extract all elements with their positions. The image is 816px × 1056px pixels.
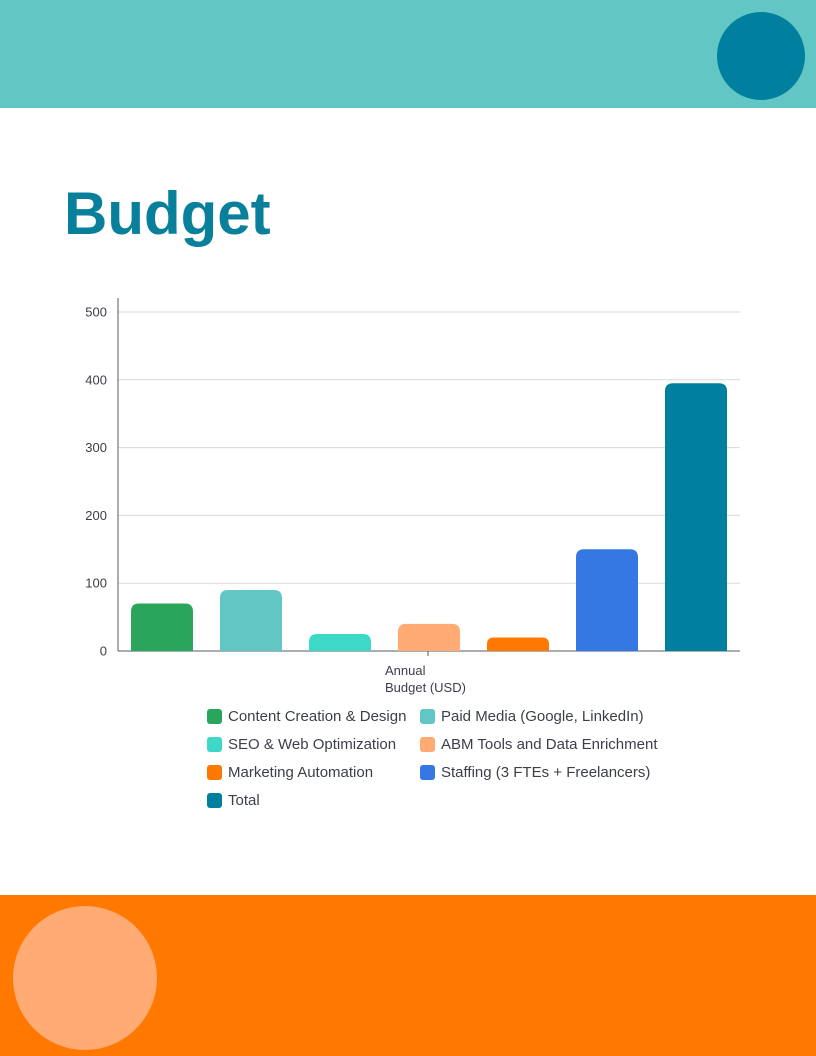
- legend-label: SEO & Web Optimization: [228, 736, 397, 753]
- bar-staffing-3-ftes-freelancers: [576, 549, 638, 651]
- legend-item: Content Creation & Design: [207, 708, 406, 725]
- legend-item: ABM Tools and Data Enrichment: [420, 736, 658, 753]
- legend-label: Content Creation & Design: [228, 708, 407, 725]
- bar-seo-web-optimization: [309, 634, 371, 651]
- bar-paid-media-google-linkedin: [220, 589, 282, 651]
- y-tick-label-100: 100: [85, 576, 107, 591]
- legend-swatch: [207, 765, 222, 780]
- bar-chart-svg: 0 100 200 300 400 500: [85, 298, 740, 659]
- legend-label: ABM Tools and Data Enrichment: [441, 736, 658, 753]
- decorative-circle-top: [717, 12, 805, 100]
- x-category-label-line-2: Budget (USD): [385, 680, 466, 695]
- bar-marketing-automation: [487, 637, 549, 651]
- legend-item: SEO & Web Optimization: [207, 736, 396, 753]
- legend-swatch: [420, 709, 435, 724]
- bar-total: [665, 383, 727, 651]
- legend-swatch: [420, 765, 435, 780]
- legend-label: Paid Media (Google, LinkedIn): [441, 708, 644, 725]
- legend-item: Marketing Automation: [207, 764, 373, 781]
- y-tick-label-400: 400: [85, 372, 107, 387]
- bar-abm-tools-and-data-enrichment: [398, 623, 460, 651]
- legend-swatch: [207, 737, 222, 752]
- budget-chart: 0 100 200 300 400 500: [0, 280, 816, 720]
- bar-content-creation-design: [131, 603, 193, 651]
- x-category-label-line-1: Annual: [385, 663, 426, 678]
- legend-swatch: [420, 737, 435, 752]
- y-tick-label-500: 500: [85, 305, 107, 320]
- page-title: Budget: [64, 180, 271, 247]
- legend-swatch: [207, 709, 222, 724]
- y-tick-label-0: 0: [100, 644, 107, 659]
- legend-label: Total: [228, 792, 260, 809]
- legend-swatch: [207, 793, 222, 808]
- legend-item: Total: [207, 792, 260, 809]
- y-tick-label-200: 200: [85, 508, 107, 523]
- header-band: [0, 0, 816, 108]
- legend-item: Paid Media (Google, LinkedIn): [420, 708, 644, 725]
- legend-item: Staffing (3 FTEs + Freelancers): [420, 764, 650, 781]
- legend-label: Staffing (3 FTEs + Freelancers): [441, 764, 651, 781]
- legend-label: Marketing Automation: [228, 764, 374, 781]
- x-category-label: Annual Budget (USD): [385, 662, 505, 696]
- y-tick-label-300: 300: [85, 440, 107, 455]
- decorative-circle-bottom: [13, 906, 157, 1050]
